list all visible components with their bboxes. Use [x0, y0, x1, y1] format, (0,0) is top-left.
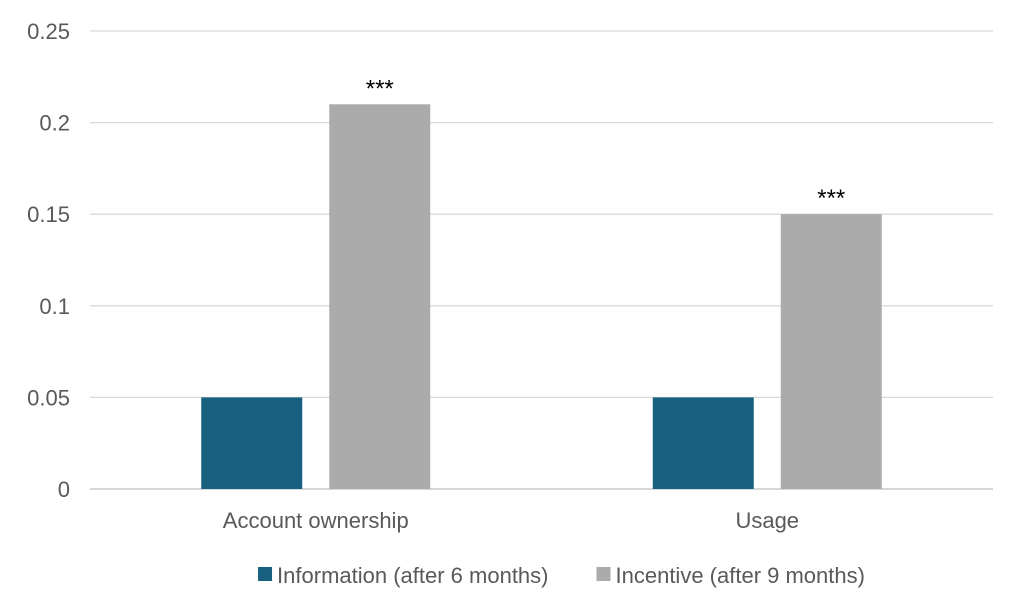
x-category-label: Usage	[735, 508, 799, 533]
legend: Information (after 6 months) Incentive (a…	[258, 563, 865, 588]
bar-1-1	[780, 214, 882, 489]
bar-0-0	[201, 397, 303, 489]
x-axis: Account ownership Usage	[223, 508, 799, 533]
bars	[201, 104, 882, 489]
x-category-label: Account ownership	[223, 508, 409, 533]
legend-swatch	[596, 567, 611, 581]
y-tick-label: 0.1	[39, 294, 70, 319]
y-tick-label: 0.15	[27, 202, 70, 227]
legend-swatch	[258, 567, 273, 581]
significance-annotation: ***	[366, 75, 394, 102]
bar-annotations: *** ***	[366, 75, 846, 212]
legend-item: Incentive (after 9 months)	[596, 563, 865, 588]
y-tick-label: 0.25	[27, 19, 70, 44]
bar-1-0	[329, 104, 431, 489]
legend-label: Information (after 6 months)	[277, 563, 548, 588]
y-tick-label: 0.2	[39, 111, 70, 136]
legend-item: Information (after 6 months)	[258, 563, 549, 588]
significance-annotation: ***	[817, 185, 845, 212]
y-axis: 0 0.05 0.1 0.15 0.2 0.25	[27, 19, 70, 502]
y-tick-label: 0	[58, 477, 70, 502]
y-tick-label: 0.05	[27, 385, 70, 410]
legend-label: Incentive (after 9 months)	[616, 563, 865, 588]
bar-0-1	[652, 397, 754, 489]
